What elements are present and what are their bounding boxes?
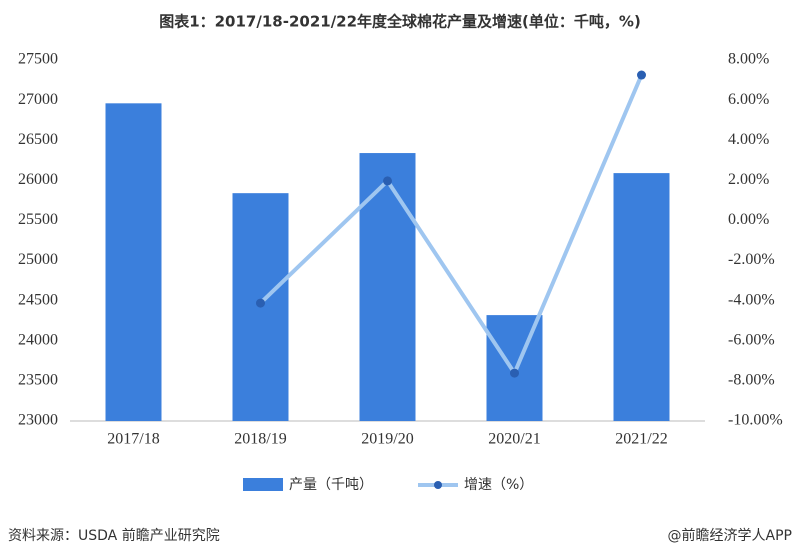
y-tick-label: 24000 (18, 331, 58, 348)
legend-swatch-bar (243, 478, 283, 491)
y2-tick-label: 8.00% (728, 51, 769, 68)
x-tick-label: 2018/19 (234, 431, 286, 448)
y-tick-label: 24500 (18, 291, 58, 308)
y-tick-label: 25500 (18, 211, 58, 228)
y2-tick-label: -6.00% (728, 331, 775, 348)
y2-tick-label: -2.00% (728, 251, 775, 268)
line-marker (510, 368, 519, 378)
y-tick-label: 23500 (18, 372, 58, 389)
legend-label: 产量（千吨） (289, 477, 373, 493)
x-tick-label: 2021/22 (615, 431, 667, 448)
y-tick-label: 27000 (18, 91, 58, 108)
y2-tick-label: -10.00% (728, 412, 783, 429)
credit: @前瞻经济学人APP (668, 527, 792, 544)
y-tick-label: 26000 (18, 171, 58, 188)
y-tick-label: 26500 (18, 131, 58, 148)
chart-title: 图表1：2017/18-2021/22年度全球棉花产量及增速(单位：千吨，%) (159, 13, 641, 31)
line-marker (637, 70, 646, 80)
x-tick-label: 2020/21 (488, 431, 540, 448)
y-tick-label: 27500 (18, 51, 58, 68)
line-marker (256, 298, 265, 308)
y2-tick-label: 0.00% (728, 211, 769, 228)
y2-tick-label: -4.00% (728, 291, 775, 308)
x-tick-label: 2019/20 (361, 431, 413, 448)
line-marker (383, 176, 392, 186)
y2-tick-label: 2.00% (728, 171, 769, 188)
line (259, 74, 644, 376)
bar (359, 153, 416, 421)
legend-label: 增速（%） (464, 477, 533, 493)
y2-tick-label: 4.00% (728, 131, 769, 148)
x-tick-label: 2017/18 (107, 431, 159, 448)
legend-swatch-marker (434, 481, 442, 489)
y2-tick-label: 6.00% (728, 91, 769, 108)
bar (105, 103, 162, 421)
y2-tick-label: -8.00% (728, 372, 775, 389)
y-tick-label: 23000 (18, 412, 58, 429)
y-tick-label: 25000 (18, 251, 58, 268)
bar (613, 173, 670, 421)
source-note: 资料来源：USDA 前瞻产业研究院 (8, 527, 220, 544)
